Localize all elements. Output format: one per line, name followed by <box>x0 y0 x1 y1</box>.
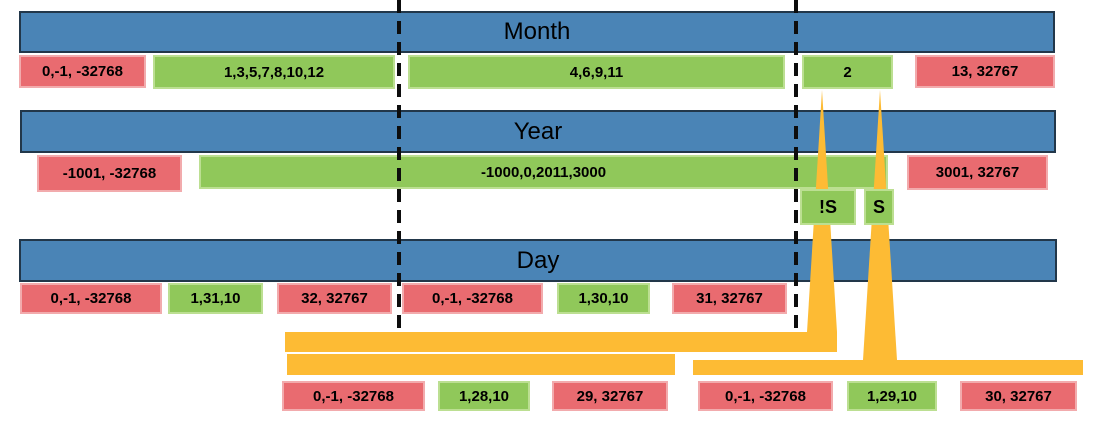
month-partition-february: 2 <box>802 55 893 89</box>
feb-partition-valid-nonleap: 1,28,10 <box>438 381 530 411</box>
month-bar-title: Month <box>503 18 571 45</box>
day-partition-invalid-high-31: 32, 32767 <box>277 283 392 314</box>
leap-year-flag-box: S <box>864 189 894 225</box>
feb-partition-invalid-low-leap: 0,-1, -32768 <box>698 381 833 411</box>
year-bar-title: Year <box>513 117 563 145</box>
dashed-guide-line-left <box>397 0 401 331</box>
nonleap-february-days-bar <box>287 354 675 375</box>
feb-partition-invalid-high-nonleap: 29, 32767 <box>552 381 668 411</box>
month-partition-invalid-high: 13, 32767 <box>915 55 1055 88</box>
year-partition-invalid-high: 3001, 32767 <box>907 155 1048 190</box>
day-partition-valid-31: 1,31,10 <box>168 283 263 314</box>
dashed-guide-line-right <box>794 0 798 331</box>
year-partition-invalid-low: -1001, -32768 <box>37 155 182 192</box>
feb-partition-invalid-low-nonleap: 0,-1, -32768 <box>282 381 425 411</box>
day-partition-invalid-high-30: 31, 32767 <box>672 283 787 314</box>
day-partition-valid-30: 1,30,10 <box>557 283 650 314</box>
month-partition-invalid-low: 0,-1, -32768 <box>19 55 146 88</box>
leap-february-days-bar <box>693 360 1083 375</box>
day-partition-invalid-low-31: 0,-1, -32768 <box>20 283 162 314</box>
year-partition-valid: -1000,0,2011,3000 <box>199 155 888 189</box>
month-bar: Month <box>19 11 1055 53</box>
feb-partition-invalid-high-leap: 30, 32767 <box>960 381 1077 411</box>
day-bar: Day <box>19 239 1057 282</box>
month-partition-30-day-months: 4,6,9,11 <box>408 55 785 89</box>
nonleap-connector-bar <box>285 332 837 352</box>
day-bar-title: Day <box>516 246 560 274</box>
year-bar: Year <box>20 110 1056 153</box>
month-partition-31-day-months: 1,3,5,7,8,10,12 <box>153 55 395 89</box>
day-partition-invalid-low-30: 0,-1, -32768 <box>402 283 543 314</box>
nonleap-year-flag-box: !S <box>800 189 856 225</box>
feb-partition-valid-leap: 1,29,10 <box>847 381 937 411</box>
